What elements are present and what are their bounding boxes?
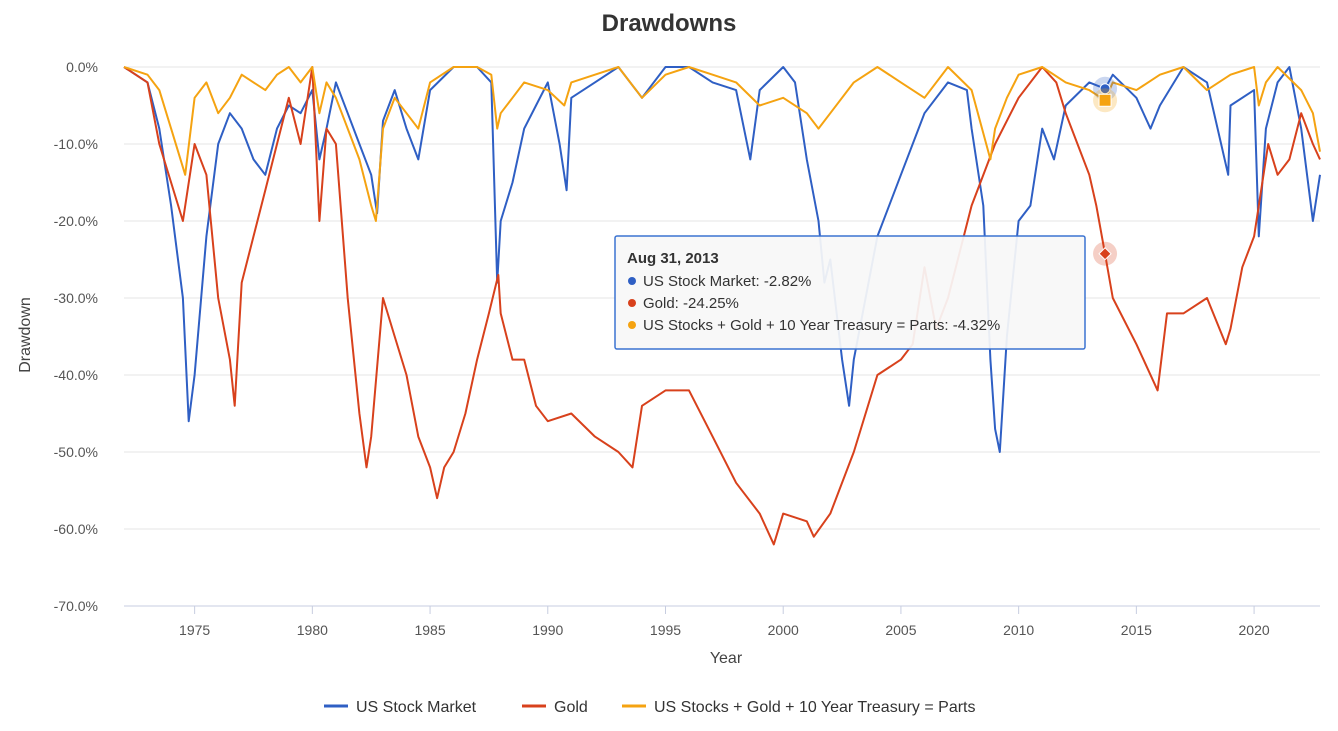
x-tick-label: 2005 <box>885 622 916 638</box>
hover-marker-parts <box>1098 93 1112 107</box>
legend-item-parts[interactable]: US Stocks + Gold + 10 Year Treasury = Pa… <box>622 699 976 716</box>
x-tick-label: 2000 <box>768 622 799 638</box>
tooltip-row-parts: US Stocks + Gold + 10 Year Treasury = Pa… <box>643 317 1000 334</box>
tooltip-dot-gold <box>628 299 636 307</box>
y-tick-label: -70.0% <box>54 598 98 614</box>
y-tick-label: -50.0% <box>54 444 98 460</box>
legend-label-gold: Gold <box>554 699 588 716</box>
x-tick-label: 1975 <box>179 622 210 638</box>
y-tick-label: -40.0% <box>54 367 98 383</box>
y-tick-label: 0.0% <box>66 59 98 75</box>
y-tick-label: -30.0% <box>54 290 98 306</box>
tooltip-dot-parts <box>628 321 636 329</box>
tooltip: Aug 31, 2013 US Stock Market: -2.82% Gol… <box>614 235 1086 350</box>
tooltip-date: Aug 31, 2013 <box>627 250 719 267</box>
legend: US Stock Market Gold US Stocks + Gold + … <box>324 699 976 716</box>
hover-marker-us-stock <box>1099 83 1111 95</box>
x-axis-ticks: 1975 1980 1985 1990 1995 2000 2005 2010 2015 2020 <box>179 606 1270 638</box>
x-tick-label: 1985 <box>414 622 445 638</box>
y-axis-ticks: 0.0% -10.0% -20.0% -30.0% -40.0% -50.0% -60.0%… <box>54 59 98 614</box>
x-tick-label: 2010 <box>1003 622 1034 638</box>
x-axis-title: Year <box>710 650 743 667</box>
hover-marker-gold <box>1098 247 1112 261</box>
x-tick-label: 1995 <box>650 622 681 638</box>
x-tick-label: 1990 <box>532 622 563 638</box>
y-axis-title: Drawdown <box>17 297 34 373</box>
tooltip-row-us-stock: US Stock Market: -2.82% <box>643 273 811 290</box>
x-tick-label: 2020 <box>1239 622 1270 638</box>
legend-label-us-stock: US Stock Market <box>356 699 477 716</box>
x-tick-label: 2015 <box>1121 622 1152 638</box>
tooltip-row-gold: Gold: -24.25% <box>643 295 739 312</box>
y-tick-label: -60.0% <box>54 521 98 537</box>
chart-title: Drawdowns <box>602 10 737 37</box>
x-tick-label: 1980 <box>297 622 328 638</box>
tooltip-box <box>614 235 1086 350</box>
legend-item-us-stock[interactable]: US Stock Market <box>324 699 477 716</box>
series-line-gold <box>123 66 1321 546</box>
y-tick-label: -10.0% <box>54 136 98 152</box>
legend-item-gold[interactable]: Gold <box>522 699 588 716</box>
legend-label-parts: US Stocks + Gold + 10 Year Treasury = Pa… <box>654 699 976 716</box>
tooltip-dot-us-stock <box>628 277 636 285</box>
y-tick-label: -20.0% <box>54 213 98 229</box>
hover-markers <box>1093 76 1118 266</box>
